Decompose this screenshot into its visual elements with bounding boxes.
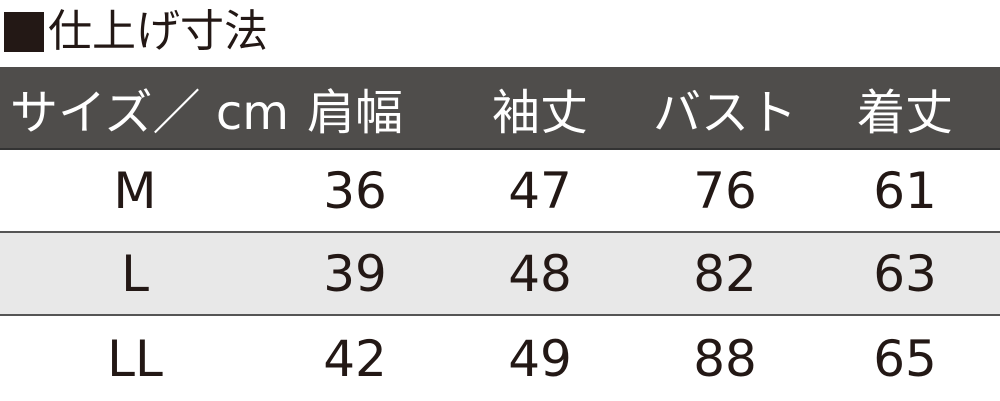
cell: M: [113, 161, 157, 220]
header-size: サイズ／ cm: [10, 84, 289, 141]
title-text: 仕上げ寸法: [48, 6, 268, 57]
cell: 76: [693, 161, 757, 220]
table-header: サイズ／ cm 肩幅 袖丈 バスト 着丈: [0, 67, 1000, 150]
cell: 88: [693, 329, 757, 388]
cell: 47: [508, 161, 572, 220]
header-shoulder: 肩幅: [306, 84, 404, 141]
cell: L: [121, 244, 149, 303]
cell: 48: [508, 244, 572, 303]
cell: 61: [873, 161, 937, 220]
table-row: M 36 47 76 61: [0, 150, 1000, 233]
table-row: L 39 48 82 63: [0, 233, 1000, 316]
cell: 39: [323, 244, 387, 303]
cell: 63: [873, 244, 937, 303]
header-bust: バスト: [652, 84, 798, 141]
table-row: LL 42 49 88 65: [0, 316, 1000, 401]
square-bullet-icon: [4, 12, 44, 52]
header-sleeve: 袖丈: [491, 84, 589, 141]
table-title: 仕上げ寸法: [4, 2, 268, 62]
cell: LL: [107, 329, 163, 388]
cell: 82: [693, 244, 757, 303]
header-length: 着丈: [856, 84, 954, 141]
cell: 42: [323, 329, 387, 388]
cell: 36: [323, 161, 387, 220]
cell: 49: [508, 329, 572, 388]
cell: 65: [873, 329, 937, 388]
